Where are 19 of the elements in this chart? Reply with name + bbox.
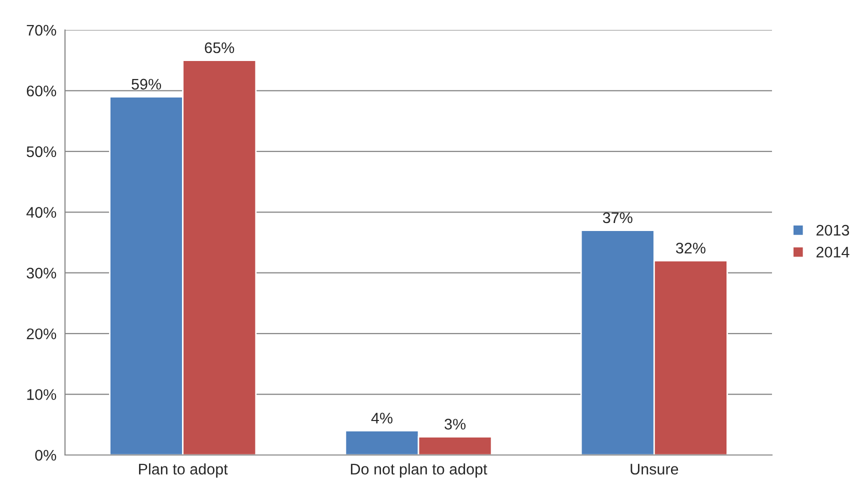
x-tick-label: Plan to adopt bbox=[139, 463, 228, 478]
y-tick-label: 60% bbox=[26, 86, 56, 96]
y-tick-label: 30% bbox=[26, 268, 56, 279]
data-label: 65% bbox=[204, 42, 234, 54]
legend-label: 2014 bbox=[816, 246, 850, 258]
x-tick-label: Do not plan to adopt bbox=[350, 463, 488, 478]
y-tick-label: 50% bbox=[26, 146, 56, 158]
data-label: 37% bbox=[602, 212, 632, 224]
data-label: 4% bbox=[371, 412, 392, 424]
y-tick-label: 10% bbox=[27, 389, 56, 400]
y-tick-label: 0% bbox=[35, 450, 56, 461]
data-label: 3% bbox=[444, 418, 466, 430]
legend-label: 2013 bbox=[816, 224, 850, 236]
data-label: 59% bbox=[132, 78, 162, 90]
y-tick-label: 20% bbox=[26, 328, 56, 340]
x-tick-label: Unsure bbox=[630, 464, 678, 475]
data-label: 32% bbox=[676, 242, 706, 254]
y-tick-label: 70% bbox=[26, 24, 56, 36]
y-tick-label: 40% bbox=[26, 207, 56, 218]
